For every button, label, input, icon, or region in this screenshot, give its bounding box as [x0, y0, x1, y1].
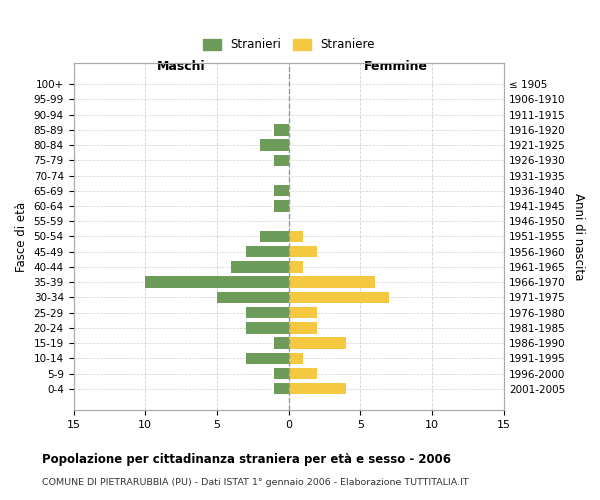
Bar — [289, 307, 317, 318]
Bar — [289, 261, 303, 272]
Bar — [274, 185, 289, 196]
Text: Popolazione per cittadinanza straniera per età e sesso - 2006: Popolazione per cittadinanza straniera p… — [42, 452, 451, 466]
Bar — [232, 261, 289, 272]
Text: COMUNE DI PIETRARUBBIA (PU) - Dati ISTAT 1° gennaio 2006 - Elaborazione TUTTITAL: COMUNE DI PIETRARUBBIA (PU) - Dati ISTAT… — [42, 478, 469, 487]
Bar — [145, 276, 289, 288]
Bar — [260, 140, 289, 151]
Bar — [217, 292, 289, 303]
Bar — [274, 368, 289, 379]
Bar — [260, 230, 289, 242]
Y-axis label: Fasce di età: Fasce di età — [15, 202, 28, 272]
Bar — [245, 352, 289, 364]
Bar — [274, 200, 289, 211]
Bar — [245, 307, 289, 318]
Legend: Stranieri, Straniere: Stranieri, Straniere — [198, 34, 379, 56]
Bar — [245, 246, 289, 258]
Bar — [289, 230, 303, 242]
Bar — [274, 154, 289, 166]
Bar — [289, 338, 346, 349]
Text: Maschi: Maschi — [157, 60, 205, 74]
Bar — [274, 124, 289, 136]
Y-axis label: Anni di nascita: Anni di nascita — [572, 192, 585, 280]
Bar — [289, 276, 375, 288]
Bar — [274, 338, 289, 349]
Bar — [289, 383, 346, 394]
Bar — [274, 383, 289, 394]
Bar — [289, 368, 317, 379]
Text: Femmine: Femmine — [364, 60, 428, 74]
Bar — [289, 292, 389, 303]
Bar — [289, 322, 317, 334]
Bar — [289, 246, 317, 258]
Bar — [245, 322, 289, 334]
Bar — [289, 352, 303, 364]
